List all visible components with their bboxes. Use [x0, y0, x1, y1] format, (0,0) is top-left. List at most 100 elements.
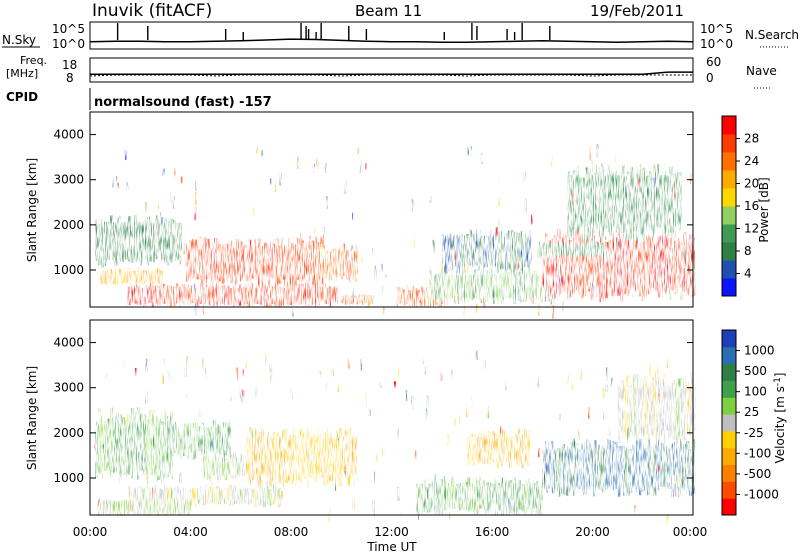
data-cell — [471, 233, 475, 268]
scatter-cell — [382, 446, 385, 456]
scatter-cell — [677, 472, 679, 487]
scatter-cell — [562, 300, 564, 313]
scatter-cell — [449, 512, 451, 520]
data-cell — [517, 429, 521, 466]
data-cell — [452, 477, 456, 509]
scatter-cell — [171, 290, 174, 297]
data-cell — [101, 214, 104, 268]
scatter-cell — [674, 489, 677, 497]
data-cell — [302, 240, 306, 279]
data-cell — [341, 295, 345, 303]
scatter-cell — [617, 233, 620, 248]
data-cell — [131, 223, 134, 263]
data-cell — [257, 238, 261, 289]
data-cell — [455, 484, 459, 508]
scatter-cell — [198, 263, 201, 274]
y-tick-label: 2000 — [53, 426, 84, 440]
y-tick-label: 1000 — [53, 263, 84, 277]
data-cell — [206, 238, 210, 280]
scatter-cell — [218, 489, 221, 496]
data-cell — [564, 244, 568, 256]
data-cell — [515, 483, 519, 515]
data-cell — [319, 251, 323, 282]
data-cell — [268, 488, 272, 506]
scatter-cell — [413, 239, 416, 249]
data-cell — [425, 479, 429, 513]
data-cell — [584, 238, 588, 297]
data-cell — [224, 422, 228, 456]
scatter-cell — [426, 395, 429, 407]
data-cell — [157, 487, 161, 504]
data-cell — [653, 371, 657, 445]
data-cell — [653, 441, 657, 497]
data-cell — [405, 285, 409, 305]
data-cell — [615, 170, 619, 233]
data-cell — [352, 251, 356, 281]
data-cell — [662, 374, 666, 443]
scatter-cell — [652, 258, 654, 271]
data-cell — [552, 243, 556, 257]
data-cell — [680, 378, 684, 438]
data-cell — [313, 284, 317, 307]
data-cell — [662, 229, 666, 297]
scatter-cell — [116, 182, 119, 190]
scatter-cell — [457, 414, 460, 425]
scatter-cell — [606, 367, 609, 381]
data-cell — [599, 444, 603, 491]
scatter-cell — [244, 354, 247, 369]
data-cell — [311, 434, 315, 478]
data-cell — [477, 274, 481, 301]
scatter-cell — [495, 227, 498, 236]
data-cell — [283, 287, 287, 304]
scatter-cell — [434, 493, 437, 502]
data-cell — [551, 238, 555, 291]
scatter-cell — [374, 265, 377, 280]
data-cell — [134, 215, 137, 263]
data-cell — [504, 268, 508, 298]
colorbar-swatch — [722, 363, 736, 381]
scatter-cell — [516, 260, 519, 271]
data-cell — [636, 167, 640, 242]
data-cell — [245, 437, 249, 479]
data-cell — [561, 242, 565, 256]
scatter-cell — [251, 430, 254, 443]
scatter-cell — [591, 271, 594, 284]
data-cell — [683, 375, 687, 440]
colorbar-swatch — [722, 447, 736, 465]
scatter-cell — [441, 263, 444, 273]
data-cell — [692, 385, 696, 431]
data-cell — [495, 275, 499, 305]
scatter-cell — [194, 207, 197, 221]
data-cell — [104, 420, 107, 471]
scatter-cell — [180, 176, 183, 184]
data-cell — [353, 436, 357, 486]
data-cell — [241, 485, 245, 504]
data-cell — [659, 378, 663, 436]
data-cell — [533, 482, 537, 509]
scatter-cell — [411, 395, 414, 410]
data-cell — [328, 286, 332, 307]
scatter-cell — [314, 226, 317, 233]
scatter-cell — [296, 156, 299, 169]
scatter-cell — [661, 374, 664, 385]
data-cell — [337, 245, 341, 276]
data-cell — [480, 271, 484, 303]
scatter-cell — [450, 369, 453, 380]
data-cell — [632, 374, 636, 439]
y-tick-label: 3000 — [53, 381, 84, 395]
data-cell — [492, 273, 496, 304]
data-cell — [689, 234, 693, 297]
data-cell — [575, 443, 579, 493]
data-cell — [136, 285, 140, 305]
data-cell — [154, 269, 158, 283]
data-cell — [617, 446, 621, 497]
data-cell — [510, 270, 514, 299]
data-cell — [626, 375, 630, 441]
data-cell — [474, 269, 478, 299]
scatter-cell — [608, 428, 611, 437]
data-cell — [644, 375, 648, 435]
data-cell — [489, 230, 493, 273]
scatter-cell — [432, 239, 435, 253]
data-cell — [149, 410, 152, 475]
